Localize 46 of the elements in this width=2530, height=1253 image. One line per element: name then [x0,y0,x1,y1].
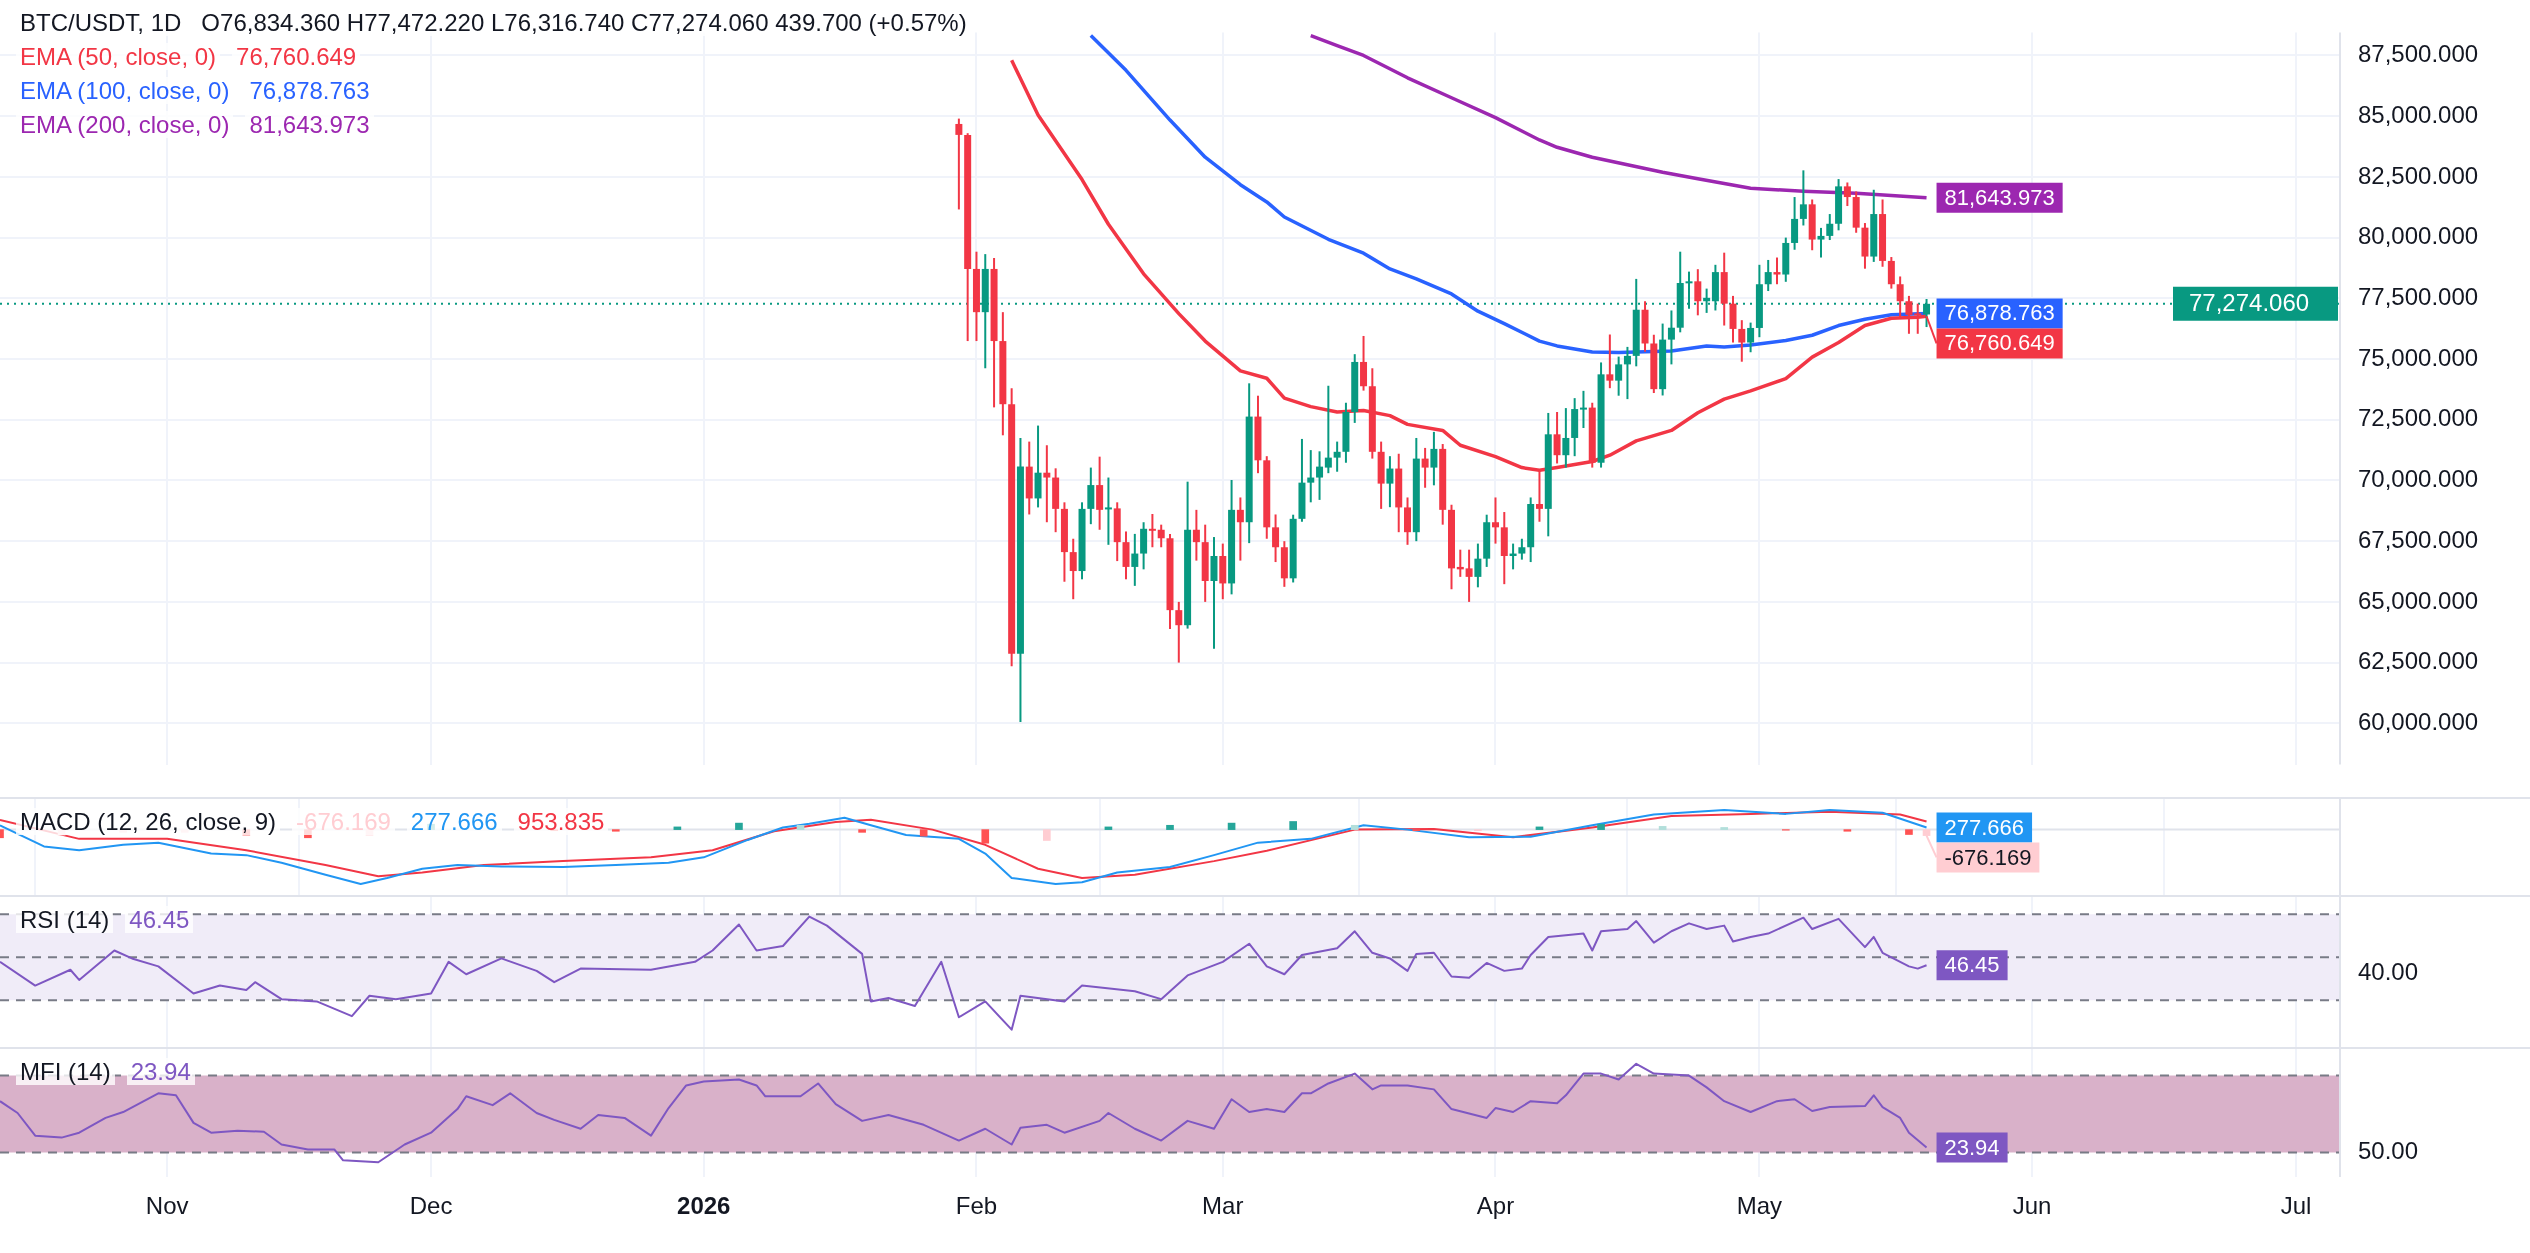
annotation: 76,760.649 [232,43,361,70]
text: 40.00 [2358,958,2419,986]
text: EMA (200, close, 0) [16,111,234,138]
y-tick-label: 75,000.000 [2358,343,2479,371]
x-tick-label: Nov [145,1192,189,1220]
annotation: 76,878.763 [245,77,374,104]
x-tick-label: Jul [2280,1192,2312,1220]
x-tick-label: Dec [409,1192,453,1220]
text: EMA (50, close, 0) [16,43,221,70]
y-tick-label: 72,500.000 [2358,404,2479,432]
y-tick-label: 62,500.000 [2358,647,2479,675]
x-tick-label: 2026 [677,1192,731,1220]
x-tick-label: Jun [2012,1192,2052,1220]
y-tick-label: 77,500.000 [2358,282,2479,310]
chart-subtitle: O76,834.360 H77,472.220 L76,316.740 C77,274.060 439.700 (+0.57%) [197,9,971,36]
annotation: 76,878.763 [1944,300,2055,326]
annotation: 81,643.973 [245,111,374,138]
y-tick-label: 80,000.000 [2358,222,2479,250]
annotation: 46.45 [1944,952,2000,978]
annotation: 953.835 [513,808,609,835]
x-tick-label: Mar [1202,1192,1244,1220]
text: 50.00 [2358,1137,2419,1165]
x-tick-label: Feb [955,1192,998,1220]
ref-line-label: 77,274.060 [2189,289,2310,317]
chart-title: MACD (12, 26, close, 9) [16,808,281,835]
annotation: -676.169 [1944,844,2032,870]
annotation: 81,643.973 [1944,184,2055,210]
x-tick-label: May [1736,1192,1783,1220]
y-tick-label: 60,000.000 [2358,707,2479,735]
y-tick-label: 85,000.000 [2358,100,2479,128]
y-tick-label: 65,000.000 [2358,586,2479,614]
chart-title: BTC/USDT, 1D [16,9,186,36]
annotation: 23.94 [1944,1134,2000,1160]
annotation: 277.666 [406,808,502,835]
chart-title: RSI (14) [16,906,114,933]
y-tick-label: 67,500.000 [2358,525,2479,553]
annotation: 46.45 [125,906,194,933]
y-tick-label: 70,000.000 [2358,465,2479,493]
annotation: 277.666 [1944,814,2025,840]
y-tick-label: 82,500.000 [2358,161,2479,189]
annotation: 76,760.649 [1944,330,2055,356]
y-tick-label: 87,500.000 [2358,40,2479,68]
annotation: 23.94 [126,1058,195,1085]
text: EMA (100, close, 0) [16,77,234,104]
x-tick-label: Apr [1476,1192,1515,1220]
chart-title: MFI (14) [16,1058,115,1085]
